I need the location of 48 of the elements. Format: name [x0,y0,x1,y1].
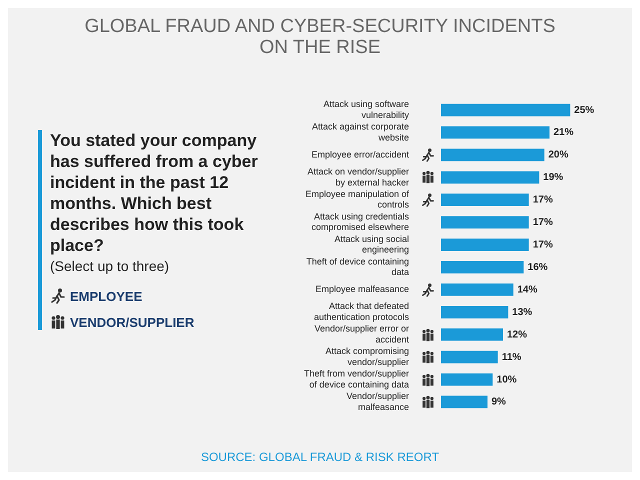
data-label: 17% [532,194,553,206]
bar [441,216,529,228]
bar [441,396,488,408]
text: EMPLOYEE [69,288,144,304]
data-label: 10% [496,374,517,386]
bar [441,328,503,341]
bar [441,284,514,296]
chart-title: GLOBAL FRAUD AND CYBER-SECURITY INCIDENTS ON THE RISE [84,16,556,58]
y-tick-label: Attack using software vulnerability [323,99,410,120]
y-tick-label: Attack against corporate website [312,122,409,142]
data-label: 11% [502,352,522,363]
text: VENDOR/SUPPLIER [69,314,196,330]
bar [441,104,570,116]
data-label: 19% [543,172,564,184]
y-tick-label: Vendor/supplier error or accident [314,324,410,344]
y-tick-label: Vendor/supplier malfeasance [346,391,409,412]
data-label: 20% [548,150,568,161]
bar [441,373,493,386]
data-label: 14% [517,284,538,296]
bar [441,238,529,251]
data-label: 9% [492,396,506,408]
text: (Select up to three) [50,258,170,274]
bar [441,350,498,364]
y-tick-label: Employee malfeasance [315,284,409,294]
y-tick-label: Theft of device containing data [306,256,409,278]
bar [441,261,524,274]
data-label: 16% [528,262,548,273]
y-tick-label: Employee error/accident [311,149,410,160]
bar [441,194,529,206]
data-label: 13% [512,306,532,318]
y-tick-label: Attack using credentials compromised elsewhere [311,211,410,232]
bar [441,126,550,139]
source-note: SOURCE: GLOBAL FRAUD & RISK REORT [200,450,440,464]
y-tick-label: Employee manipulation of controls [305,188,410,210]
y-tick-label: Theft from vendor/supplier of device containing data [304,368,410,390]
y-tick-label: Attack using social engineering [334,234,409,255]
y-tick-label: Attack that defeated authentication protocols [314,301,410,322]
y-tick-label: Attack on vendor/supplier by external hacker [307,166,409,188]
data-label: 17% [532,217,553,228]
bar [441,306,508,318]
data-label: 21% [554,127,574,138]
data-label: 17% [532,240,553,251]
bar [441,171,540,184]
text: You stated your company has suffered from a cyber incident in the past 12 months. Which best describes how this took place? [50,130,259,256]
data-label: 12% [507,329,528,340]
y-tick-label: Attack compromising vendor/supplier [325,346,409,367]
bar [441,148,544,162]
data-label: 25% [574,104,594,116]
